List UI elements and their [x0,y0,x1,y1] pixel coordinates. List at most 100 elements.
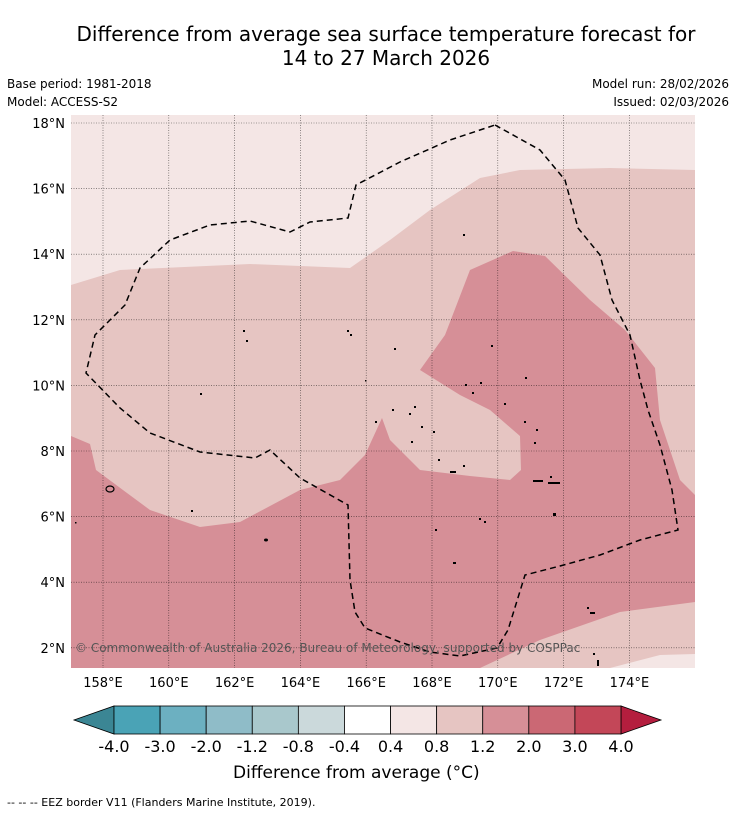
island-marker [472,392,474,394]
lon-label: 164°E [281,676,321,691]
island-marker [484,521,486,523]
colorbar-label: Difference from average (°C) [233,763,480,783]
lat-label: 10°N [32,379,65,394]
colorbar-swatch [528,705,576,735]
island-marker [548,482,560,484]
island-marker [246,340,248,342]
colorbar-swatch [574,705,622,735]
island-marker [480,382,482,384]
island-marker [536,429,538,431]
lon-label: 168°E [412,676,452,691]
island-marker [524,421,526,423]
island-marker [533,480,543,482]
meta-left: Base period: 1981-2018 Model: ACCESS-S2 [7,75,152,111]
lon-label: 172°E [544,676,584,691]
title-line-2: 14 to 27 March 2026 [281,46,491,70]
island-marker [414,406,416,408]
island-marker [587,607,589,609]
colorbar-swatch [390,705,438,735]
island-marker [392,409,394,411]
island-marker [553,513,556,516]
band-1.2-2.0-south [71,251,695,668]
island-marker [411,441,413,443]
colorbar-tick-label: -0.4 [329,737,360,756]
island-marker [465,384,467,386]
island-marker [347,330,349,332]
island-marker [597,660,599,666]
lon-labels: 158°E 160°E 162°E 164°E 166°E 168°E 170°E 172°E… [83,676,649,691]
island-marker [550,476,552,478]
island-marker [264,538,268,542]
island-marker [479,518,481,520]
colorbar-tick-label: 0.4 [378,737,403,756]
colorbar [72,705,663,735]
colorbar-swatch [251,705,299,735]
colorbar-swatch [297,705,345,735]
island-marker [409,413,411,415]
colorbar-tick-label: 0.8 [424,737,449,756]
colorbar-tick-label: 2.0 [516,737,541,756]
island-marker [421,426,423,428]
lat-label: 8°N [41,445,66,460]
title-line-1: Difference from average sea surface temp… [76,22,696,46]
colorbar-tick-label: -0.8 [283,737,314,756]
meta-right: Model run: 28/02/2026 Issued: 02/03/2026 [592,75,729,111]
island-marker [433,431,435,433]
colorbar-tick-label: -4.0 [98,737,129,756]
lon-label: 158°E [83,676,123,691]
island-marker [590,612,595,614]
colorbar-tick-label: 3.0 [562,737,587,756]
lat-label: 4°N [41,576,66,591]
lon-label: 160°E [149,676,189,691]
colorbar-tick-label: -1.2 [237,737,268,756]
colorbar-swatch [205,705,253,735]
colorbar-over-arrow [620,705,663,735]
eez-legend: -- -- -- EEZ border V11 (Flanders Marine… [7,796,316,809]
island-marker [435,529,437,531]
island-marker [534,442,536,444]
colorbar-ticks: -4.0 -3.0 -2.0 -1.2 -0.8 -0.4 0.4 0.8 1.2 2.0 3.0 4… [98,737,633,756]
island-marker [438,459,440,461]
model-name: Model: ACCESS-S2 [7,95,119,109]
island-marker [463,465,465,467]
island-marker [243,330,245,332]
lon-label: 166°E [346,676,386,691]
lon-label: 162°E [215,676,255,691]
lat-label: 14°N [32,248,65,263]
colorbar-swatch [482,705,530,735]
island-markers [75,234,599,666]
island-marker [593,653,595,655]
island-marker [105,485,115,493]
colorbar-under-arrow [72,705,115,735]
colorbar-swatch [159,705,207,735]
base-period: Base period: 1981-2018 [7,77,152,91]
colorbar-tick-label: 1.2 [470,737,495,756]
copyright-text: © Commonwealth of Australia 2026, Bureau… [75,641,580,655]
island-marker [463,234,465,236]
island-marker [200,393,202,395]
lat-label: 2°N [41,642,66,657]
island-marker [191,510,193,512]
island-marker [450,471,456,473]
chart-title: Difference from average sea surface temp… [0,22,736,70]
island-marker [453,562,456,564]
island-marker [375,421,377,423]
model-run: Model run: 28/02/2026 [591,77,729,91]
lon-label: 174°E [610,676,650,691]
colorbar-swatch [436,705,484,735]
eez-border [85,124,679,657]
island-marker [525,377,527,379]
gridlines [71,115,695,668]
island-marker [394,348,396,350]
issued-date: Issued: 02/03/2026 [613,95,729,109]
lat-labels: 18°N 16°N 14°N 12°N 10°N 8°N 6°N 4°N 2°N [32,117,65,657]
colorbar-tick-label: 4.0 [608,737,633,756]
island-marker [491,345,493,347]
lat-label: 16°N [32,183,65,198]
lat-label: 12°N [32,314,65,329]
lat-label: 6°N [41,511,66,526]
island-marker [504,403,506,405]
colorbar-tick-label: -3.0 [144,737,175,756]
colorbar-swatch [344,705,391,735]
